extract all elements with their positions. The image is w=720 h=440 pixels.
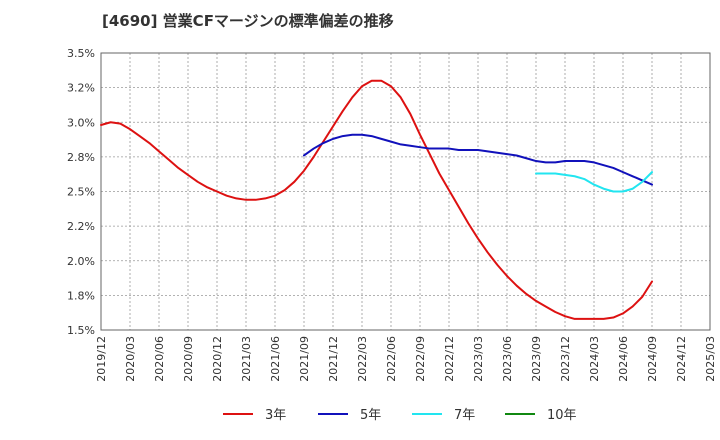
x-tick-label: 2024/09: [646, 336, 659, 382]
x-tick-label: 2020/03: [124, 336, 137, 382]
legend-label-3: 10年: [547, 408, 577, 423]
x-tick-label: 2024/03: [588, 336, 601, 382]
x-tick-label: 2020/09: [182, 336, 195, 382]
x-tick-label: 2022/09: [414, 336, 427, 382]
y-tick-label: 2.0%: [67, 255, 95, 268]
x-tick-label: 2022/03: [356, 336, 369, 382]
x-tick-label: 2019/12: [95, 336, 108, 382]
x-tick-label: 2023/03: [472, 336, 485, 382]
y-tick-label: 1.8%: [67, 289, 95, 302]
x-tick-label: 2021/09: [298, 336, 311, 382]
y-tick-label: 3.0%: [67, 116, 95, 129]
x-tick-label: 2022/12: [443, 336, 456, 382]
x-tick-label: 2022/06: [385, 336, 398, 382]
x-tick-label: 2021/03: [240, 336, 253, 382]
y-tick-label: 2.8%: [67, 151, 95, 164]
x-tick-label: 2024/12: [675, 336, 688, 382]
series-line-1: [303, 133, 653, 186]
y-tick-label: 3.5%: [67, 47, 95, 60]
legend-label-2: 7年: [454, 408, 475, 423]
legend-label-0: 3年: [265, 408, 286, 423]
series-line-2: [535, 171, 653, 193]
y-tick-label: 1.5%: [67, 324, 95, 337]
legend-label-1: 5年: [360, 408, 381, 423]
y-tick-label: 2.2%: [67, 220, 95, 233]
x-tick-label: 2021/12: [327, 336, 340, 382]
x-tick-label: 2023/06: [501, 336, 514, 382]
plot-frame: [100, 52, 711, 331]
y-tick-label: 2.5%: [67, 186, 95, 199]
x-tick-label: 2023/09: [530, 336, 543, 382]
x-tick-label: 2020/06: [153, 336, 166, 382]
chart-title: [4690] 営業CFマージンの標準偏差の推移: [102, 12, 394, 30]
x-tick-label: 2024/06: [617, 336, 630, 382]
x-tick-label: 2025/03: [704, 336, 717, 382]
x-tick-label: 2021/06: [269, 336, 282, 382]
x-tick-label: 2020/12: [211, 336, 224, 382]
x-tick-label: 2023/12: [559, 336, 572, 382]
y-tick-label: 3.2%: [67, 82, 95, 95]
series-line-0: [100, 79, 653, 320]
